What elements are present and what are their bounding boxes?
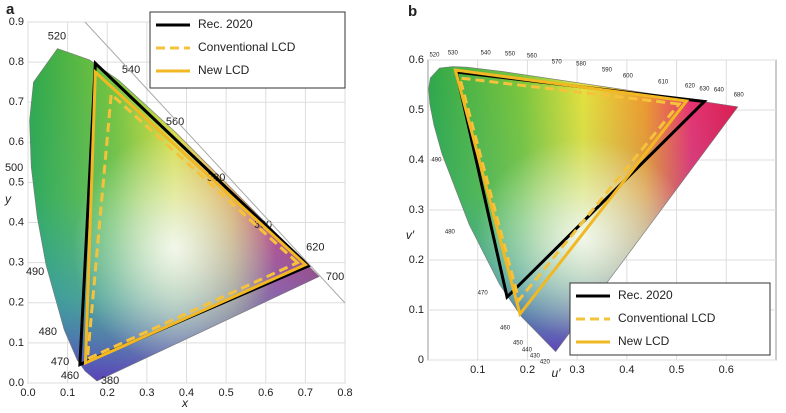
x-tick-label: 0.1	[470, 364, 485, 376]
y-tick-label: 0.6	[409, 54, 424, 66]
x-axis-label: x	[181, 396, 189, 410]
y-tick-label: 0.2	[409, 254, 424, 266]
y-tick-label: 0.8	[9, 56, 24, 68]
wavelength-label: 700	[326, 271, 344, 283]
y-axis-label: y	[4, 192, 12, 206]
wavelength-label: 580	[576, 62, 587, 68]
wavelength-label: 450	[513, 341, 524, 347]
y-tick-label: 0.4	[409, 154, 424, 166]
legend-label: Conventional LCD	[618, 311, 716, 325]
x-tick-label: 0.0	[20, 387, 35, 399]
y-tick-label: 0.7	[9, 96, 24, 108]
gamut-triangle	[453, 68, 690, 318]
y-tick-label: 0.6	[9, 136, 24, 148]
wavelength-label: 380	[101, 375, 119, 387]
wavelength-label: 630	[699, 87, 710, 93]
wavelength-label: 460	[500, 326, 511, 332]
wavelength-label: 440	[522, 348, 533, 354]
wavelength-label: 490	[26, 266, 44, 278]
wavelength-label: 490	[431, 158, 442, 164]
y-tick-label: 0	[418, 354, 424, 366]
gamut-triangle	[83, 68, 309, 366]
wavelength-label: 550	[505, 52, 516, 58]
panel-label: a	[6, 1, 15, 18]
wavelength-label: 530	[448, 51, 459, 57]
wavelength-label: 560	[527, 54, 538, 60]
wavelength-label: 680	[734, 93, 745, 99]
x-tick-label: 0.6	[719, 364, 734, 376]
x-tick-label: 0.5	[669, 364, 684, 376]
x-tick-label: 0.4	[179, 387, 194, 399]
legend-label: Conventional LCD	[198, 40, 296, 54]
x-tick-label: 0.3	[569, 364, 584, 376]
y-axis-label: v′	[406, 228, 415, 242]
wavelength-label: 600	[623, 74, 634, 80]
y-tick-label: 0.9	[9, 16, 24, 28]
y-tick-label: 0.3	[9, 257, 24, 269]
wavelength-label: 520	[429, 53, 440, 59]
wavelength-label: 500	[5, 162, 23, 174]
x-tick-label: 0.6	[258, 387, 273, 399]
y-tick-label: 0.1	[9, 337, 24, 349]
wavelength-label: 640	[714, 88, 725, 94]
y-tick-label: 0.2	[9, 297, 24, 309]
gamut-triangle	[85, 91, 301, 362]
gamut-triangle	[457, 76, 682, 304]
wavelength-label: 540	[481, 51, 492, 57]
wavelength-label: 620	[306, 242, 324, 254]
legend-label: New LCD	[198, 63, 250, 77]
wavelength-label: 570	[552, 60, 563, 66]
wavelength-label: 470	[51, 356, 69, 368]
y-tick-label: 0.5	[9, 176, 24, 188]
x-tick-label: 0.2	[520, 364, 535, 376]
x-tick-label: 0.4	[619, 364, 634, 376]
wavelength-label: 420	[540, 360, 551, 366]
legend-label: New LCD	[618, 334, 670, 348]
legend-label: Rec. 2020	[198, 17, 253, 31]
x-tick-label: 0.3	[139, 387, 154, 399]
x-tick-label: 0.2	[100, 387, 115, 399]
y-tick-label: 0.0	[9, 377, 24, 389]
y-tick-label: 0.5	[409, 104, 424, 116]
wavelength-label: 520	[48, 31, 66, 43]
y-tick-label: 0.3	[409, 204, 424, 216]
x-tick-label: 0.8	[337, 387, 352, 399]
legend-label: Rec. 2020	[618, 288, 673, 302]
wavelength-label: 480	[445, 230, 456, 236]
x-tick-label: 0.5	[218, 387, 233, 399]
x-axis-label: u′	[552, 366, 562, 380]
wavelength-label: 620	[685, 84, 696, 90]
y-tick-label: 0.1	[409, 304, 424, 316]
x-tick-label: 0.1	[60, 387, 75, 399]
x-tick-label: 0.7	[298, 387, 313, 399]
wavelength-label: 460	[61, 370, 79, 382]
spectral-locus	[428, 66, 739, 353]
wavelength-label: 430	[530, 354, 541, 360]
color-layer	[29, 48, 320, 381]
gamut-fill	[29, 48, 320, 381]
wavelength-label: 480	[39, 326, 57, 338]
wavelength-label: 610	[658, 80, 669, 86]
wavelength-label: 590	[602, 68, 613, 74]
panel-label: b	[408, 3, 417, 20]
guide-line	[84, 21, 346, 304]
wavelength-label: 540	[122, 64, 140, 76]
y-tick-label: 0.4	[9, 216, 24, 228]
wavelength-label: 470	[478, 291, 489, 297]
